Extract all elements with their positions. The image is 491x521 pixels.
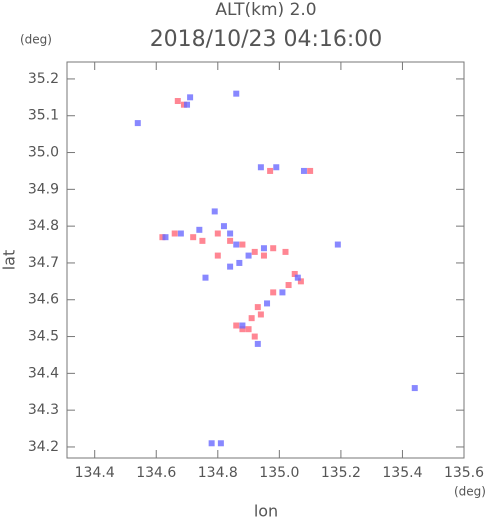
point	[239, 322, 246, 329]
point	[260, 245, 267, 252]
plot-frame	[66, 61, 465, 459]
x-tick-label: 135.0	[259, 465, 299, 481]
y-axis-label: lat	[0, 250, 19, 271]
point	[248, 315, 255, 322]
point	[177, 230, 184, 237]
y-tick-label: 35.1	[28, 108, 59, 124]
x-tick-label: 134.8	[198, 465, 238, 481]
chart-title: 2018/10/23 04:16:00	[150, 27, 383, 52]
point	[217, 440, 224, 447]
point	[260, 252, 267, 259]
point	[159, 234, 166, 241]
point	[196, 226, 203, 233]
point	[184, 101, 191, 108]
point	[162, 234, 169, 241]
x-tick-label: 135.4	[382, 465, 422, 481]
point	[208, 440, 215, 447]
point	[180, 101, 187, 108]
point	[214, 230, 221, 237]
x-tick-label: 134.4	[75, 465, 115, 481]
x-tick-label: 135.2	[321, 465, 361, 481]
point	[279, 289, 286, 296]
point	[233, 90, 240, 97]
point	[239, 241, 246, 248]
point	[239, 326, 246, 333]
point	[257, 311, 264, 318]
x-axis-label: lon	[254, 502, 278, 521]
y-tick-label: 34.4	[28, 365, 59, 381]
point	[270, 245, 277, 252]
point	[220, 223, 227, 230]
point	[227, 263, 234, 270]
point	[297, 278, 304, 285]
point	[245, 252, 252, 259]
point	[294, 274, 301, 281]
chart-subtitle: ALT(km) 2.0	[215, 0, 316, 20]
point	[273, 164, 280, 171]
point	[233, 241, 240, 248]
point	[251, 248, 258, 255]
point	[190, 234, 197, 241]
point	[264, 300, 271, 307]
point	[267, 167, 274, 174]
point	[254, 304, 261, 311]
point	[254, 340, 261, 347]
y-tick-label: 34.9	[28, 181, 59, 197]
point	[174, 98, 181, 105]
y-tick-label: 35.0	[28, 145, 59, 161]
y-tick-label: 35.2	[28, 71, 59, 87]
x-unit: (deg)	[454, 485, 486, 499]
point	[257, 164, 264, 171]
y-tick-label: 34.2	[28, 439, 59, 455]
x-tick-label: 134.6	[136, 465, 176, 481]
x-tick-label: 135.6	[444, 465, 484, 481]
y-tick-label: 34.7	[28, 255, 59, 271]
point	[270, 289, 277, 296]
y-tick-label: 34.3	[28, 402, 59, 418]
point	[227, 230, 234, 237]
point	[134, 120, 141, 127]
point	[199, 237, 206, 244]
point	[307, 167, 314, 174]
point	[227, 237, 234, 244]
point	[171, 230, 178, 237]
point	[236, 259, 243, 266]
point	[285, 282, 292, 289]
point	[411, 385, 418, 392]
point	[282, 248, 289, 255]
point	[291, 270, 298, 277]
point	[233, 322, 240, 329]
y-tick-label: 34.5	[28, 329, 59, 345]
point	[334, 241, 341, 248]
point	[300, 167, 307, 174]
y-tick-label: 34.6	[28, 292, 59, 308]
point	[211, 208, 218, 215]
y-tick-label: 34.8	[28, 218, 59, 234]
point	[202, 274, 209, 281]
y-unit: (deg)	[20, 33, 52, 47]
point	[214, 252, 221, 259]
point	[251, 333, 258, 340]
point	[245, 326, 252, 333]
point	[187, 94, 194, 101]
